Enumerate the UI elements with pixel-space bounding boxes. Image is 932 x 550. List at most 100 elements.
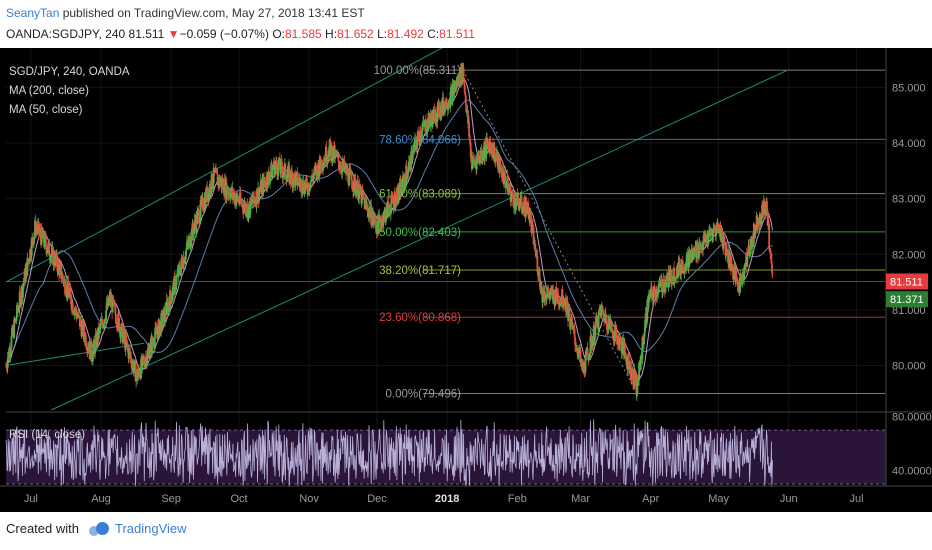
candle-body	[538, 269, 541, 283]
candle-body	[731, 264, 733, 266]
candle-body	[210, 192, 212, 193]
candle-body	[616, 340, 619, 345]
candle-body	[124, 335, 127, 350]
candle-body	[202, 210, 205, 212]
candle-body	[148, 352, 151, 359]
candle-body	[201, 197, 204, 211]
candle-body	[102, 324, 105, 329]
candle-body	[24, 269, 27, 282]
close-value: 81.511	[439, 27, 475, 41]
candle-body	[41, 227, 43, 235]
candle-body	[607, 321, 610, 330]
candle-body	[580, 359, 583, 361]
candle-body	[421, 126, 424, 129]
price-chart[interactable]: 100.00%(85.311)78.60%(84.066)61.80%(83.0…	[0, 31, 932, 512]
candle-body	[426, 130, 428, 133]
candle-body	[300, 192, 303, 194]
candle-body	[365, 200, 368, 206]
candle-body	[388, 207, 391, 213]
x-tick-label: Sep	[161, 493, 181, 505]
candle-body	[511, 191, 514, 199]
candle-body	[610, 325, 613, 333]
candle-body	[768, 224, 771, 250]
candle-body	[133, 360, 136, 368]
candle-body	[507, 186, 510, 193]
candle-body	[434, 122, 437, 124]
candle-body	[100, 322, 103, 324]
candle-body	[462, 67, 465, 81]
candle-body	[198, 221, 201, 224]
ma50-line	[5, 79, 773, 379]
candle-body	[372, 212, 375, 223]
candle-body	[569, 324, 572, 330]
candle-body	[112, 296, 115, 303]
x-tick-label: Jun	[780, 493, 798, 505]
candle-body	[161, 313, 164, 325]
candle-body	[167, 302, 170, 312]
candle-body	[269, 176, 271, 182]
candle-body	[282, 174, 285, 178]
tradingview-link[interactable]: TradingView	[114, 521, 187, 536]
candle-body	[698, 243, 701, 257]
candle-body	[625, 353, 627, 362]
candle-body	[419, 131, 422, 139]
candle-body	[309, 188, 311, 190]
candle-body	[487, 141, 490, 145]
candle-body	[18, 307, 21, 312]
candle-body	[117, 313, 120, 319]
candle-body	[84, 335, 87, 347]
candle-body	[577, 351, 580, 358]
candle-body	[70, 294, 72, 305]
candle-body	[503, 171, 505, 184]
chart-area[interactable]: 100.00%(85.311)78.60%(84.066)61.80%(83.0…	[0, 31, 932, 512]
candle-body	[382, 212, 385, 221]
candle-body	[281, 170, 284, 178]
candle-body	[403, 177, 406, 188]
candle-body	[643, 337, 645, 345]
candle-body	[494, 155, 497, 157]
candle-body	[432, 110, 435, 122]
candle-body	[617, 337, 620, 349]
candle-body	[585, 350, 587, 356]
candle-body	[75, 313, 78, 319]
candle-body	[284, 163, 287, 178]
candle-body	[743, 264, 746, 274]
candle-body	[207, 189, 210, 200]
candle-body	[111, 296, 114, 313]
candle-body	[54, 254, 57, 267]
low-label: L:	[377, 27, 388, 41]
candle-body	[126, 341, 129, 347]
candle-body	[46, 251, 48, 254]
candle-body	[94, 339, 97, 354]
created-with-text: Created with	[6, 521, 79, 536]
candle-body	[322, 162, 325, 169]
candle-body	[653, 285, 656, 290]
candle-body	[199, 200, 202, 217]
candle-body	[638, 362, 640, 381]
candle-body	[65, 294, 68, 296]
candle-body	[673, 267, 675, 284]
y-tick-label: 84.000	[892, 138, 926, 150]
candle-body	[85, 346, 88, 348]
candle-body	[134, 360, 136, 362]
candle-body	[152, 342, 155, 347]
candle-body	[433, 109, 436, 111]
candle-body	[266, 171, 269, 187]
price-change: −0.059 (−0.07%)	[179, 27, 269, 41]
x-tick-label: Feb	[508, 493, 527, 505]
candle-body	[39, 229, 42, 237]
candle-body	[189, 244, 192, 247]
candle-body	[680, 264, 683, 275]
candle-body	[125, 335, 128, 342]
candle-body	[258, 190, 261, 192]
candle-body	[609, 324, 612, 328]
candle-body	[104, 319, 106, 321]
candle-body	[593, 325, 596, 342]
author-link[interactable]: SeanyTan	[6, 6, 60, 20]
symbol-label[interactable]: OANDA:SGDJPY, 240	[6, 27, 126, 41]
candle-body	[170, 298, 173, 303]
candle-body	[708, 229, 711, 232]
candle-body	[71, 301, 74, 312]
candle-body	[175, 285, 177, 290]
candle-body	[665, 279, 668, 287]
